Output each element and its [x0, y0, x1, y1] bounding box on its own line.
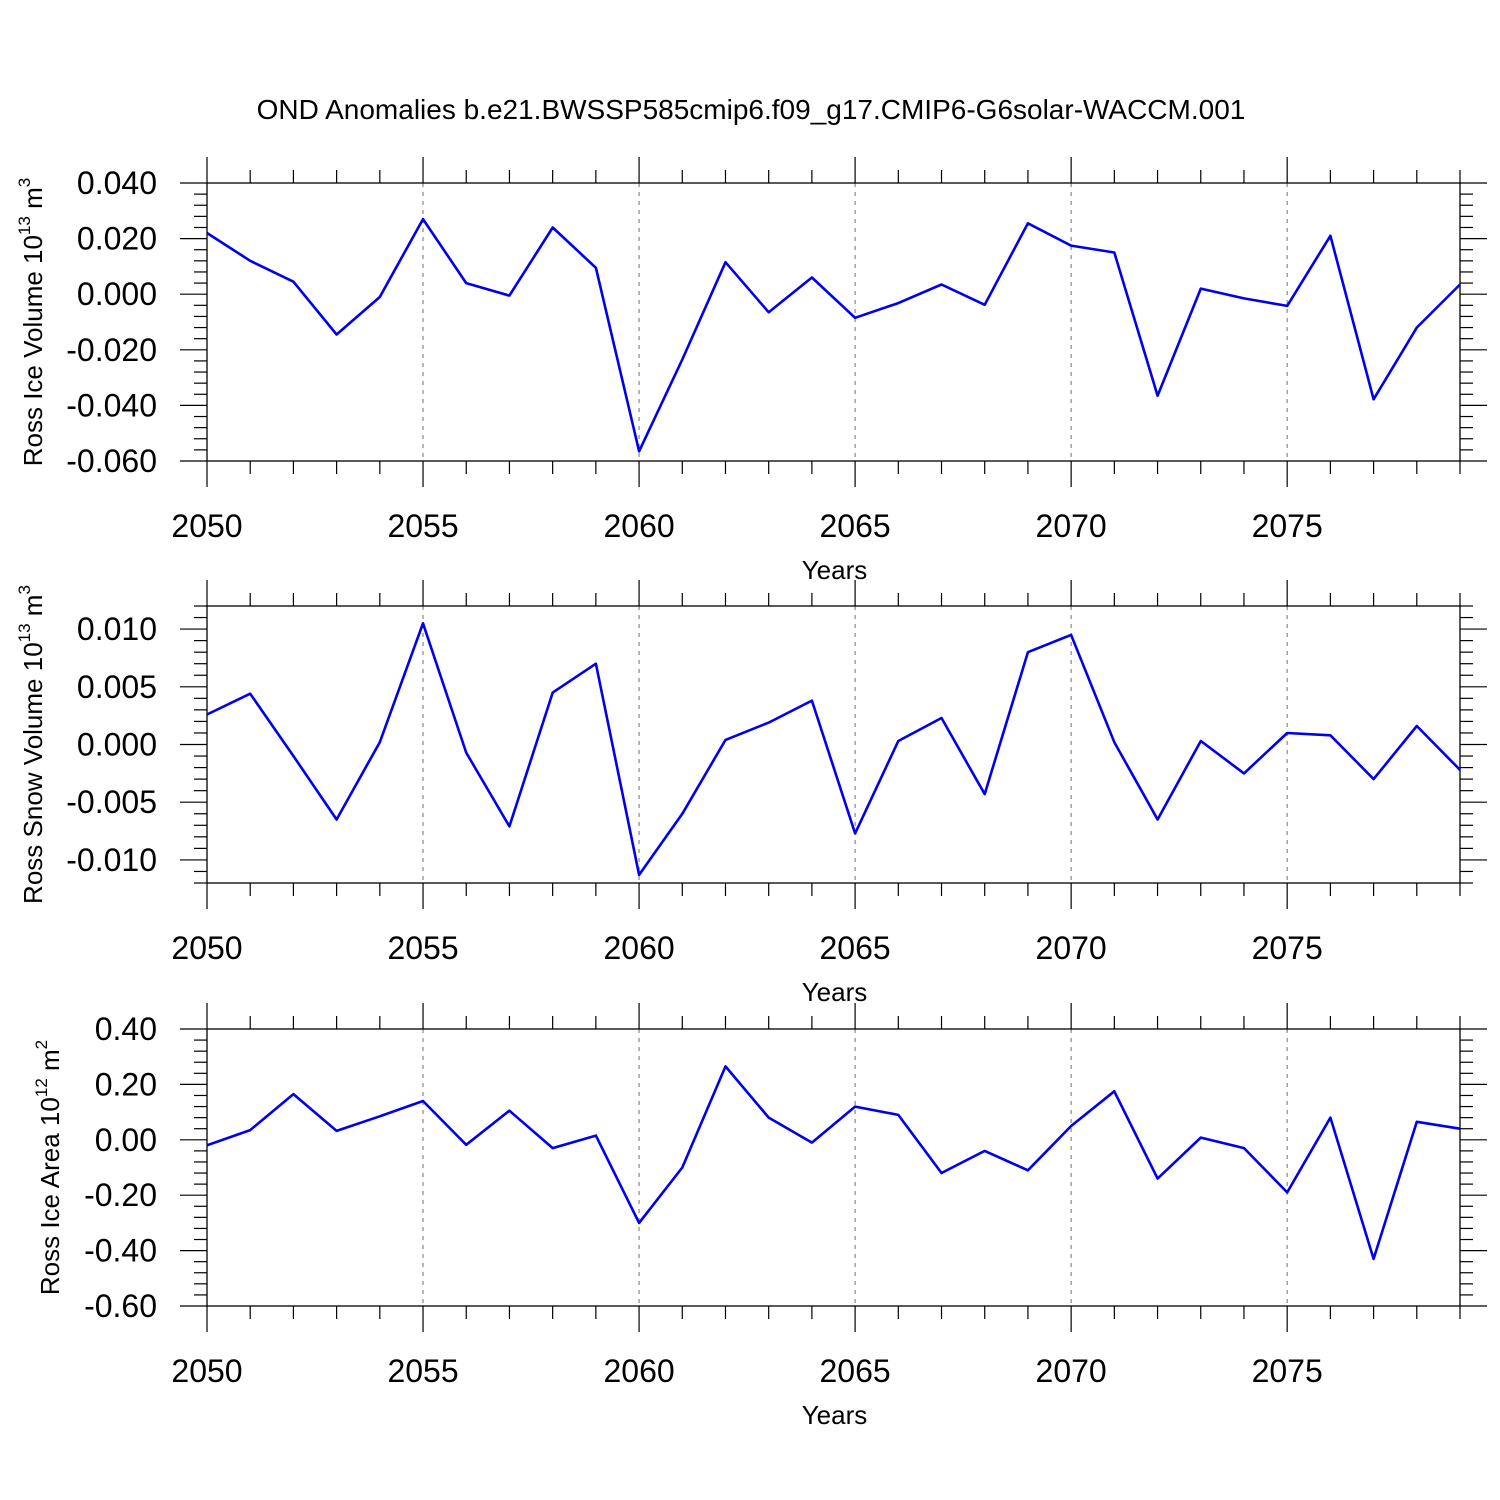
x-tick-label: 2050: [171, 930, 242, 966]
series-line: [206, 217, 1461, 453]
y-axis-label-exp: 13: [15, 216, 34, 235]
x-tick-label: 2075: [1252, 1353, 1323, 1389]
y-axis-label: Ross Ice Area 1012 m2: [32, 1040, 65, 1295]
y-axis-label: Ross Ice Volume 1013 m3: [15, 178, 48, 467]
x-tick-label: 2070: [1036, 1353, 1107, 1389]
y-axis-label: Ross Snow Volume 1013 m3: [15, 585, 48, 904]
chart-title: OND Anomalies b.e21.BWSSP585cmip6.f09_g1…: [257, 94, 1246, 125]
x-tick-label: 2065: [820, 508, 891, 544]
plot-frame: [206, 182, 1461, 462]
y-axis-label-unit: m: [18, 187, 48, 216]
panel-3: -0.60 -0.40 -0.20 0.00 0.20 0.40 2050 2055 2060 2…: [32, 1003, 1487, 1430]
x-tick-label: 2075: [1252, 508, 1323, 544]
x-tick-label: 2050: [171, 1353, 242, 1389]
y-axis-label-unit: m: [18, 595, 48, 624]
x-tick-label: 2055: [387, 930, 458, 966]
x-tick-label: 2060: [603, 1353, 674, 1389]
y-tick-label: 0.000: [77, 276, 157, 312]
y-axis-label-text: Ross Ice Volume 10: [18, 235, 48, 466]
y-axis-label-text: Ross Snow Volume 10: [18, 642, 48, 904]
y-axis-label-exp: 13: [15, 623, 34, 642]
y-tick-label: -0.020: [66, 332, 157, 368]
y-tick-label: -0.005: [66, 784, 157, 820]
x-axis-label: Years: [802, 555, 868, 585]
y-tick-label: 0.020: [77, 221, 157, 257]
panel-2: -0.010 -0.005 0.000 0.005 0.010 2050 2055 2060 2…: [15, 580, 1487, 1007]
y-tick-label: -0.40: [84, 1233, 157, 1269]
plot-frame: [206, 1028, 1461, 1307]
y-tick-label: 0.040: [77, 165, 157, 201]
y-tick-label: 0.40: [95, 1011, 157, 1047]
x-tick-label: 2065: [820, 1353, 891, 1389]
y-tick-label: 0.000: [77, 727, 157, 763]
x-axis-label: Years: [802, 1400, 868, 1430]
y-tick-label: 0.010: [77, 611, 157, 647]
x-tick-label: 2070: [1036, 508, 1107, 544]
y-axis-label-unit-exp: 2: [32, 1040, 51, 1049]
x-axis-label: Years: [802, 977, 868, 1007]
x-tick-label: 2055: [387, 508, 458, 544]
y-tick-label: 0.20: [95, 1066, 157, 1102]
y-axis-label-exp: 12: [32, 1078, 51, 1097]
y-tick-label: -0.060: [66, 443, 157, 479]
x-tick-label: 2060: [603, 930, 674, 966]
x-tick-label: 2065: [820, 930, 891, 966]
y-axis-label-unit-exp: 3: [15, 585, 34, 594]
y-axis-label-unit: m: [35, 1049, 65, 1078]
x-tick-label: 2050: [171, 508, 242, 544]
y-tick-label: -0.60: [84, 1288, 157, 1324]
x-tick-label: 2060: [603, 508, 674, 544]
plot-frame: [206, 605, 1461, 884]
y-tick-label: -0.010: [66, 842, 157, 878]
y-tick-label: 0.00: [95, 1122, 157, 1158]
x-tick-label: 2070: [1036, 930, 1107, 966]
x-tick-label: 2055: [387, 1353, 458, 1389]
y-tick-label: 0.005: [77, 669, 157, 705]
y-tick-label: -0.040: [66, 387, 157, 423]
series-line: [206, 621, 1461, 877]
panel-1: -0.060 -0.040 -0.020 0.000 0.020 0.040 2050 205…: [15, 157, 1487, 585]
y-tick-label: -0.20: [84, 1177, 157, 1213]
series-line: [206, 1065, 1461, 1261]
y-axis-label-text: Ross Ice Area 10: [35, 1097, 65, 1295]
x-tick-label: 2075: [1252, 930, 1323, 966]
y-axis-label-unit-exp: 3: [15, 178, 34, 187]
